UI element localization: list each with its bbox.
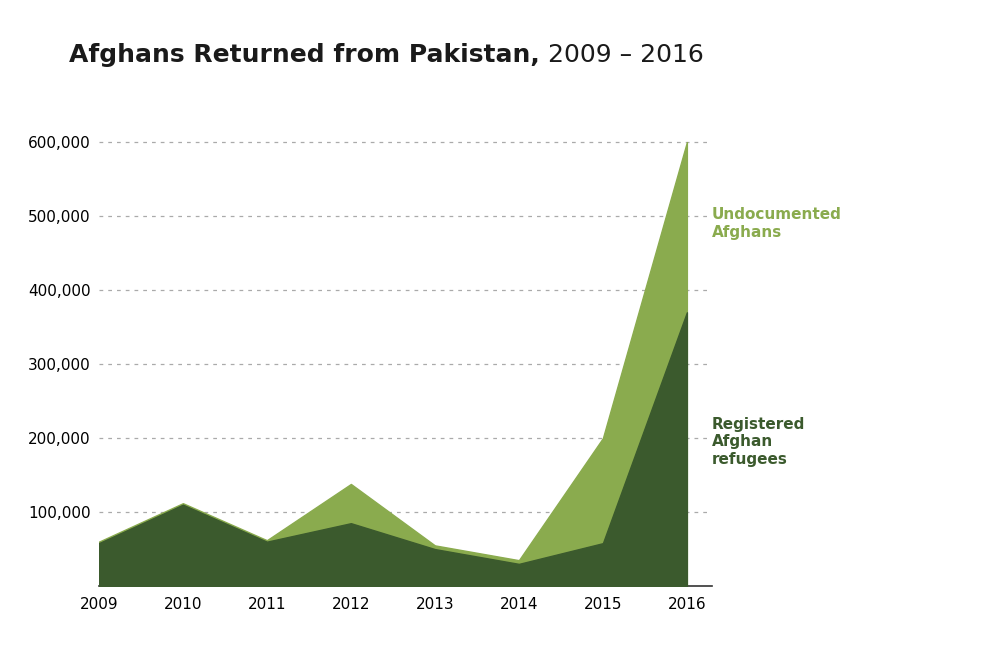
Text: 2009 – 2016: 2009 – 2016 bbox=[540, 43, 704, 67]
Text: Registered
Afghan
refugees: Registered Afghan refugees bbox=[712, 417, 805, 467]
Text: Undocumented
Afghans: Undocumented Afghans bbox=[712, 207, 842, 240]
Text: Afghans Returned from Pakistan,: Afghans Returned from Pakistan, bbox=[69, 43, 540, 67]
